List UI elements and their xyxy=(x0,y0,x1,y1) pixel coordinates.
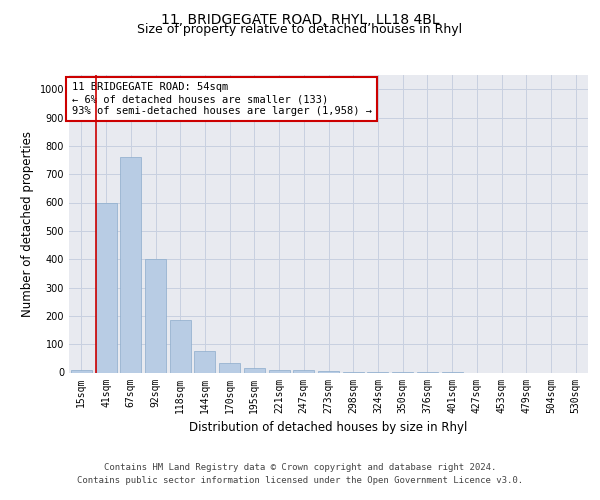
Text: Contains HM Land Registry data © Crown copyright and database right 2024.: Contains HM Land Registry data © Crown c… xyxy=(104,464,496,472)
Bar xyxy=(219,364,240,372)
Bar xyxy=(120,157,141,372)
X-axis label: Distribution of detached houses by size in Rhyl: Distribution of detached houses by size … xyxy=(190,421,467,434)
Bar xyxy=(71,370,92,372)
Text: 11 BRIDGEGATE ROAD: 54sqm
← 6% of detached houses are smaller (133)
93% of semi-: 11 BRIDGEGATE ROAD: 54sqm ← 6% of detach… xyxy=(71,82,371,116)
Bar xyxy=(170,320,191,372)
Text: Size of property relative to detached houses in Rhyl: Size of property relative to detached ho… xyxy=(137,22,463,36)
Bar xyxy=(145,259,166,372)
Bar xyxy=(318,371,339,372)
Bar xyxy=(95,202,116,372)
Bar xyxy=(244,368,265,372)
Y-axis label: Number of detached properties: Number of detached properties xyxy=(21,130,34,317)
Bar xyxy=(293,370,314,372)
Bar xyxy=(194,351,215,372)
Text: Contains public sector information licensed under the Open Government Licence v3: Contains public sector information licen… xyxy=(77,476,523,485)
Text: 11, BRIDGEGATE ROAD, RHYL, LL18 4BL: 11, BRIDGEGATE ROAD, RHYL, LL18 4BL xyxy=(161,12,439,26)
Bar xyxy=(269,370,290,372)
